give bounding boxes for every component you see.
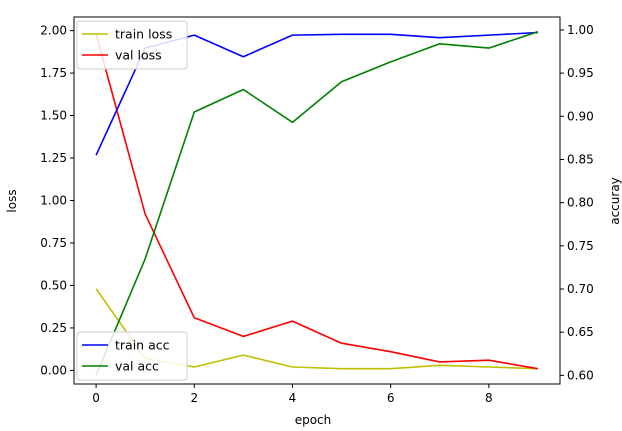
left-y-tick-label: 1.50 bbox=[40, 109, 67, 123]
right-y-axis-title: accuray bbox=[608, 177, 622, 225]
x-tick-label: 0 bbox=[92, 391, 100, 405]
series-line-val-acc bbox=[95, 30, 539, 376]
right-y-tick-label: 1.00 bbox=[567, 23, 594, 37]
series-line-val-loss bbox=[95, 33, 539, 370]
legend-box-lower-left bbox=[76, 331, 188, 381]
legend-label: val acc bbox=[115, 359, 159, 374]
x-tick-label: 2 bbox=[190, 391, 198, 405]
right-y-tick-label: 0.65 bbox=[567, 325, 594, 339]
legend-label: train loss bbox=[115, 27, 172, 42]
legend-label: train acc bbox=[115, 338, 170, 353]
legend-label: val loss bbox=[115, 48, 162, 63]
left-y-tick-label: 1.75 bbox=[40, 66, 67, 80]
right-y-tick-label: 0.90 bbox=[567, 109, 594, 123]
left-y-tick-label: 0.00 bbox=[40, 363, 67, 377]
left-y-tick-label: 0.50 bbox=[40, 278, 67, 292]
x-tick-label: 8 bbox=[485, 391, 493, 405]
x-tick-label: 6 bbox=[387, 391, 395, 405]
left-y-tick-label: 2.00 bbox=[40, 24, 67, 38]
right-y-tick-label: 0.70 bbox=[567, 282, 594, 296]
x-tick-label: 4 bbox=[289, 391, 297, 405]
axis-layer: 0 2 4 6 8 0.00 0.25 0.50 0.75 1.00 1.25 1.50 1.75 2.0… bbox=[40, 16, 594, 405]
right-y-tick-label: 0.95 bbox=[567, 66, 594, 80]
left-y-tick-label: 1.00 bbox=[40, 194, 67, 208]
left-y-tick-label: 1.25 bbox=[40, 151, 67, 165]
left-y-axis-title: loss bbox=[5, 189, 19, 212]
left-y-tick-label: 0.25 bbox=[40, 321, 67, 335]
legend-box-upper-left bbox=[76, 20, 188, 70]
right-y-tick-label: 0.85 bbox=[567, 152, 594, 166]
right-y-tick-label: 0.80 bbox=[567, 196, 594, 210]
right-y-tick-label: 0.75 bbox=[567, 239, 594, 253]
right-y-tick-label: 0.60 bbox=[567, 368, 594, 382]
x-axis-title: epoch bbox=[295, 413, 332, 427]
legend-layer: train loss val loss train acc val acc bbox=[76, 20, 188, 381]
left-y-tick-label: 0.75 bbox=[40, 236, 67, 250]
